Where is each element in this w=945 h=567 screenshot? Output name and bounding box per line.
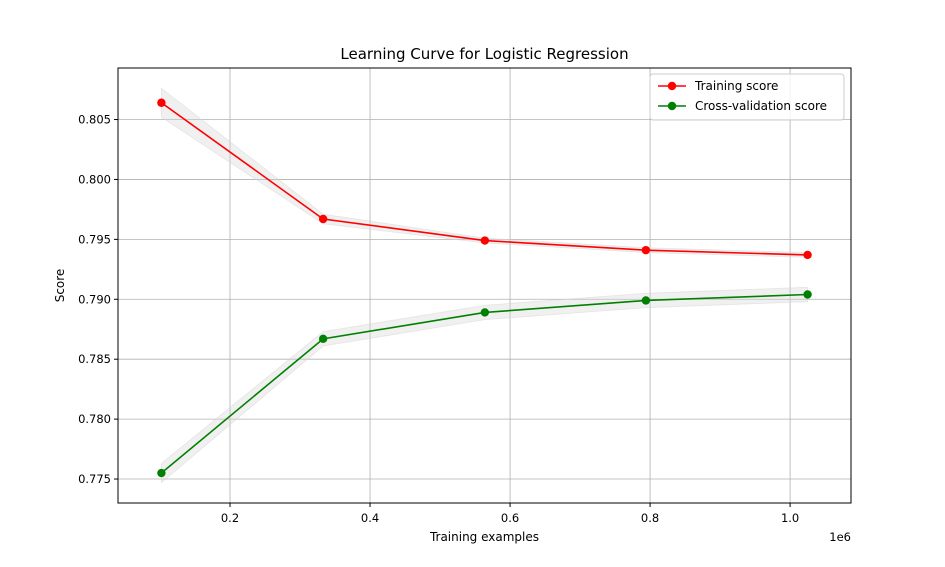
data-point [641,296,651,305]
data-point [318,334,328,344]
x-tick-label: 1.0 [781,511,799,525]
data-point [480,236,490,245]
legend-box [649,73,845,121]
x-tick-label: 0.2 [221,511,239,525]
data-point [318,214,328,224]
data-point [641,245,651,255]
y-tick-label: 0.785 [78,352,111,366]
y-tick-label: 0.800 [78,172,111,186]
x-axis-label: Training examples [429,530,539,544]
x-tick-label: 0.6 [501,511,519,525]
data-point [803,290,812,299]
y-tick-label: 0.790 [78,292,111,306]
legend-marker [667,101,677,111]
y-tick-label: 0.805 [78,113,111,127]
legend-label: Cross-validation score [695,99,827,113]
legend-label: Training score [694,79,778,93]
data-point [480,308,490,317]
axis-ticks: 0.2 0.4 0.6 0.8 1.0 0.775 0.780 0.785 0.790 0.795… [78,113,799,525]
legend-marker [667,81,677,91]
legend: Training score Cross-validation score [649,73,845,121]
data-point [157,468,166,478]
legend-items: Training score Cross-validation score [658,79,827,113]
y-tick-label: 0.775 [78,472,111,486]
x-tick-label: 0.4 [361,511,379,525]
series-markers [157,98,812,478]
chart-title: Learning Curve for Logistic Regression [340,45,628,63]
data-point [803,250,812,260]
x-tick-label: 0.8 [641,511,659,525]
x-axis-offset-label: 1e6 [829,530,851,544]
y-tick-label: 0.795 [78,232,111,246]
data-point [157,98,166,107]
plot-frame [117,67,852,504]
y-axis-label: Score [53,269,67,303]
y-tick-label: 0.780 [78,412,111,426]
